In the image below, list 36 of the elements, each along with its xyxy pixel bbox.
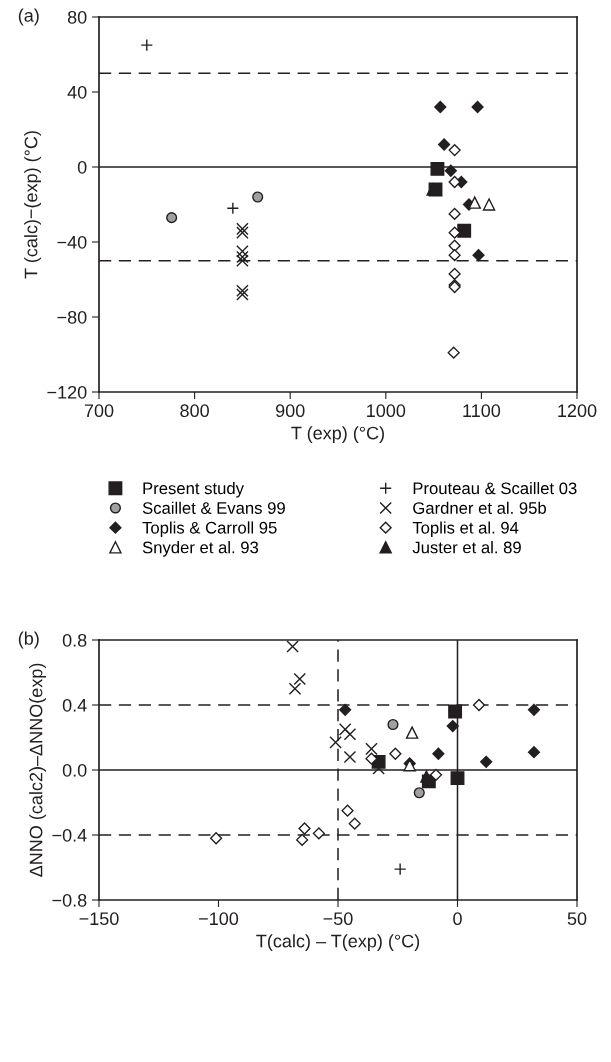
y-axis-title: ΔNNO (calc2)–ΔNNO(exp) [29,663,46,877]
x-axis-title: T(calc) – T(exp) (°C) [256,934,420,952]
y-tick-label: −40 [57,235,87,249]
x-tick-label: −150 [79,912,119,926]
legend-label: Prouteau & Scaillet 03 [413,482,577,495]
y-tick-label: 0.0 [62,763,87,777]
y-tick-label: −80 [57,310,87,324]
y-tick-label: 40 [67,85,87,99]
legend-label: Snyder et al. 93 [142,541,259,557]
x-tick-label: 700 [84,404,114,418]
x-tick-label: 0 [453,912,462,926]
y-tick-label: 0.8 [62,633,87,647]
text: (b) [18,631,39,649]
y-tick-label: −0.4 [52,828,87,842]
y-tick-label: 0.4 [62,698,87,712]
legend-label: Juster et al. 89 [412,541,521,554]
legend-label: Scaillet & Evans 99 [142,501,285,514]
x-tick-label: 800 [180,404,209,418]
x-tick-label: −50 [323,912,353,926]
y-tick-label: −0.8 [52,893,87,907]
x-tick-label: 1000 [367,404,406,418]
legend-label: Present study [143,482,244,498]
legend-label: Toplis & Carroll 95 [142,521,277,537]
x-tick-label: 50 [567,912,587,926]
y-tick-label: 80 [67,10,87,24]
x-axis-title: T (exp) (°C) [291,426,384,444]
legend-label: Gardner et al. 95b [413,501,546,514]
y-axis-title: T (calc)−(exp) (°C) [24,131,41,279]
x-tick-label: 900 [275,404,305,418]
x-tick-label: 1100 [463,404,501,418]
x-tick-label: 1200 [558,404,597,418]
legend-label: Toplis et al. 94 [412,521,519,537]
x-tick-label: −100 [199,912,239,926]
y-tick-label: 0 [77,160,87,174]
text: (a) [18,8,39,26]
y-tick-label: −120 [47,385,87,399]
